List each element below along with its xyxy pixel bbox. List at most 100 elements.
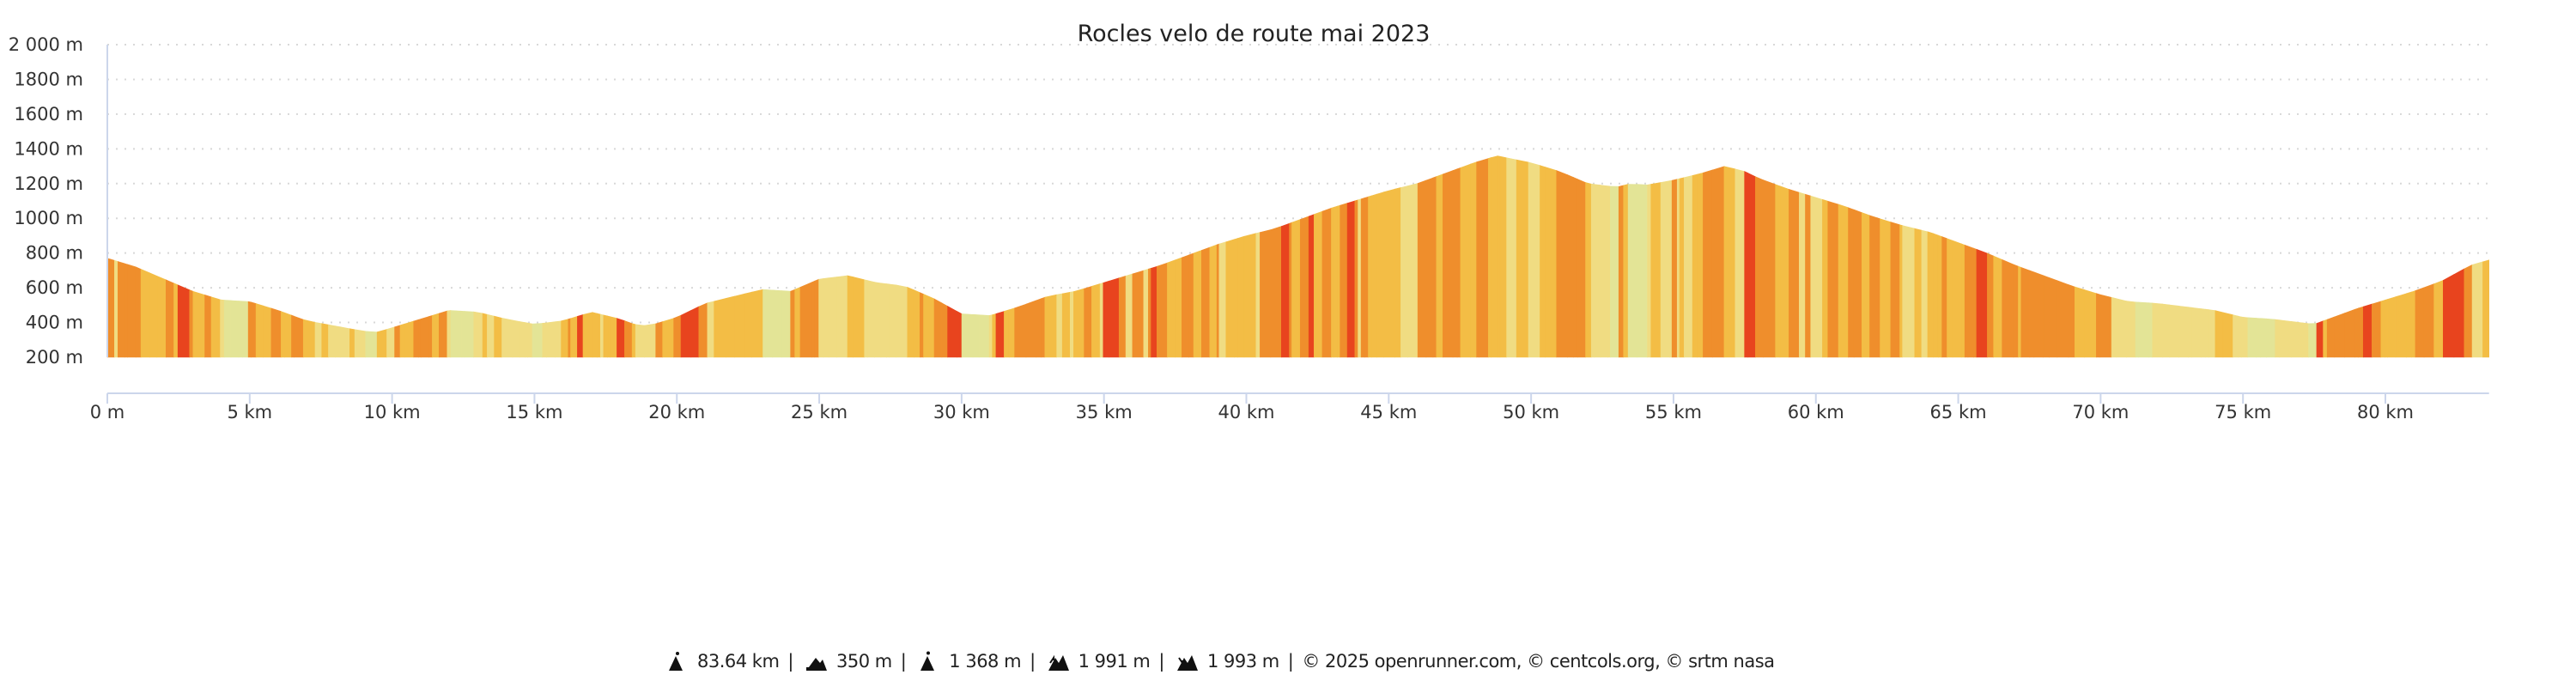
gradient-stripe (2116, 298, 2127, 358)
gradient-stripe (889, 283, 897, 358)
distance-value: 83.64 km (697, 651, 780, 672)
gradient-stripe (223, 300, 232, 358)
gradient-stripe (321, 323, 329, 358)
gradient-stripe (532, 323, 544, 358)
gradient-stripe (1014, 303, 1027, 358)
gradient-stripe (1697, 173, 1701, 358)
gradient-stripe (439, 310, 448, 358)
x-tick-label: 15 km (506, 402, 562, 423)
gradient-stripe (1270, 226, 1282, 358)
gradient-stripe (1243, 233, 1257, 358)
gradient-stripe (603, 314, 609, 358)
separator: | (787, 651, 793, 672)
gradient-stripe (1109, 277, 1120, 358)
gradient-stripe (2099, 294, 2112, 358)
gradient-stripe (1914, 228, 1923, 358)
gradient-stripe (1838, 204, 1849, 358)
y-tick-label: 800 m (26, 243, 83, 264)
gradient-stripe (1763, 179, 1776, 358)
elevation-loss-value: 1 993 m (1206, 651, 1279, 672)
gradient-stripe (1789, 189, 1800, 358)
gradient-stripe (599, 313, 605, 358)
gradient-stripe (2326, 316, 2336, 358)
gradient-stripe (1118, 275, 1127, 358)
gradient-stripe (1478, 158, 1489, 358)
gradient-stripe (2411, 290, 2416, 358)
gradient-stripe (1175, 257, 1182, 358)
gradient-stripe (853, 277, 866, 358)
gradient-stripe (662, 318, 674, 358)
gradient-stripe (1209, 244, 1218, 358)
gradient-stripe (1452, 168, 1458, 358)
gradient-stripe (1805, 193, 1812, 358)
gradient-stripe (2233, 314, 2239, 358)
gradient-stripe (726, 295, 736, 358)
gradient-stripe (238, 301, 243, 358)
gradient-stripe (1321, 207, 1332, 358)
y-tick-label: 600 m (26, 277, 83, 298)
gradient-stripe (1157, 262, 1168, 358)
elevation-gain-value: 1 991 m (1078, 651, 1151, 672)
gradient-stripe (644, 323, 657, 358)
gradient-stripe (1188, 252, 1194, 358)
gradient-stripe (836, 275, 848, 358)
gradient-stripe (714, 298, 726, 358)
gradient-stripe (386, 326, 395, 358)
gradient-stripe (1314, 210, 1323, 358)
gradient-stripe (1036, 298, 1042, 358)
gradient-stripe (2222, 312, 2233, 358)
gradient-stripe (376, 329, 387, 358)
max-altitude-value: 1 368 m (949, 651, 1022, 672)
gradient-stripe (1308, 214, 1315, 358)
gradient-stripe (635, 324, 645, 358)
x-tick-label: 65 km (1930, 402, 1987, 423)
gradient-stripe (1260, 229, 1272, 358)
gradient-stripe (1460, 163, 1471, 358)
gradient-stripe (707, 301, 714, 358)
gradient-stripe (1394, 187, 1401, 358)
separator: | (1287, 651, 1294, 672)
gradient-stripe (262, 305, 272, 358)
gradient-stripe (1822, 198, 1829, 358)
gradient-stripe (1346, 200, 1356, 358)
x-tick-label: 50 km (1503, 402, 1559, 423)
gradient-stripe (339, 326, 350, 358)
gradient-stripe (461, 310, 465, 358)
gradient-stripe (1099, 282, 1104, 358)
gradient-stripe (177, 284, 191, 358)
gradient-stripe (1890, 222, 1900, 358)
gradient-stripe (1443, 170, 1454, 358)
x-tick-label: 40 km (1218, 402, 1274, 423)
gradient-stripe (2013, 264, 2019, 358)
gradient-stripe (1692, 173, 1698, 358)
gradient-stripe (2162, 303, 2171, 358)
elevation-profile (106, 155, 2490, 358)
gradient-stripe (2215, 310, 2224, 358)
gradient-stripe (1400, 185, 1408, 358)
min-altitude-value: 350 m (836, 651, 892, 672)
gradient-stripe (1921, 229, 1929, 358)
gradient-stripe (1132, 270, 1145, 358)
gradient-stripe (494, 315, 502, 358)
gradient-stripe (886, 283, 890, 358)
gradient-stripe (2256, 318, 2261, 358)
gradient-stripe (2247, 317, 2257, 358)
gradient-stripe (1848, 207, 1855, 358)
gradient-stripe (1056, 293, 1063, 358)
gradient-stripe (570, 316, 578, 358)
gradient-stripe (251, 301, 257, 358)
gradient-stripe (1084, 285, 1092, 358)
gradient-stripe (1216, 243, 1220, 358)
gradient-stripe (680, 309, 692, 358)
gradient-stripe (1567, 174, 1574, 358)
gradient-stripe (1289, 222, 1292, 358)
gradient-stripe (1671, 179, 1678, 358)
y-tick-label: 400 m (26, 313, 83, 333)
gradient-stripe (2443, 274, 2455, 358)
gradient-stripe (1947, 238, 1953, 358)
gradient-stripe (114, 259, 118, 358)
gradient-stripe (1425, 177, 1434, 358)
gradient-stripe (418, 318, 422, 358)
axes: 2 000 m 1800 m 1600 m 1400 m 1200 m 1000 m 800… (9, 34, 2489, 423)
gradient-stripe (1585, 182, 1592, 358)
